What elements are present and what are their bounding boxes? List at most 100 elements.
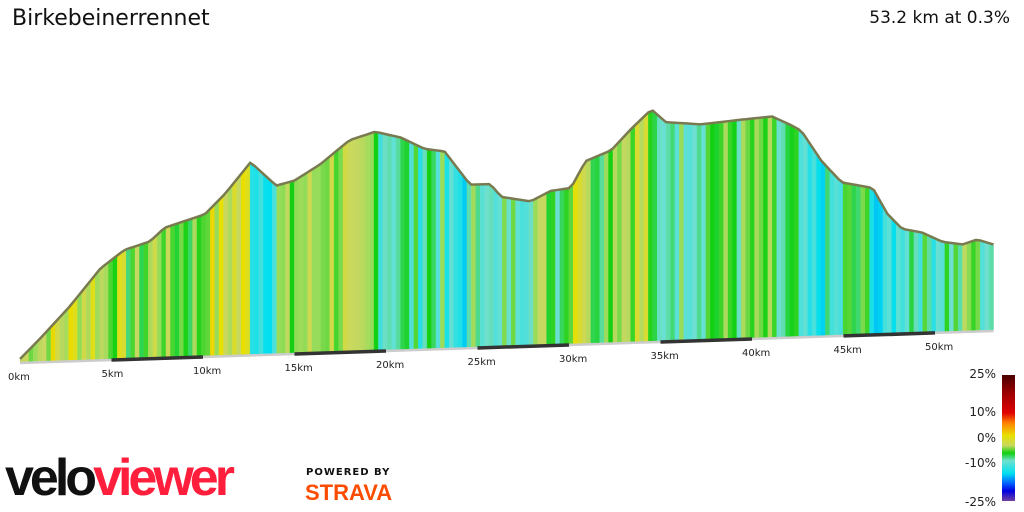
x-tick-label: 35km [651,351,679,362]
gradient-segment [776,119,782,338]
gradient-segment [692,124,698,341]
distance-axis-segment [294,349,387,356]
gradient-segment [581,161,587,344]
legend-label: 10% [969,405,996,419]
gradient-segment [555,190,561,345]
gradient-segment [497,193,503,347]
gradient-segment [688,124,693,341]
gradient-segment [502,197,507,347]
gradient-segment [763,117,769,338]
distance-axis-segment [660,337,753,344]
gradient-segment [453,163,459,348]
gradient-segment [112,255,118,360]
gradient-segment [789,125,795,337]
gradient-segment [940,241,946,332]
gradient-segment [896,223,901,334]
gradient-segment [431,150,437,349]
gradient-segment [276,184,282,354]
gradient-segment [918,232,923,333]
gradient-segment [422,148,428,349]
gradient-segment [117,252,122,360]
gradient-segment [586,159,592,344]
powered-by-label: POWERED BY [306,467,391,478]
gradient-segment [378,133,384,351]
gradient-segment [524,201,530,346]
gradient-segment [537,195,543,346]
gradient-segment [484,184,490,347]
gradient-segment [634,121,640,342]
route-title: Birkebeinerrennet [12,6,210,31]
gradient-segment [851,184,857,335]
gradient-segment [749,119,755,339]
gradient-segment [103,262,109,360]
gradient-segment [820,160,826,336]
gradient-segment [617,139,623,343]
gradient-segment [550,190,556,345]
gradient-segment [294,178,299,354]
gradient-segment [727,121,733,339]
gradient-segment [298,175,304,354]
gradient-segment [511,199,516,347]
gradient-segment [710,123,715,340]
gradient-segment [258,170,264,355]
gradient-segment [356,137,361,352]
gradient-segment [891,218,897,334]
gradient-segment [400,138,406,350]
gradient-segment [612,144,618,343]
gradient-segment [46,327,52,362]
elevation-profile-chart: 0km 5km 10km 15km 20km 25km 30km 35km 40km 45km 50… [8,109,994,383]
gradient-segment [559,189,565,345]
gradient-segment [882,206,888,334]
gradient-segment [794,127,800,337]
gradient-segment [670,123,676,341]
gradient-segment [395,137,401,350]
gradient-segment [736,120,742,339]
gradient-segment [435,151,441,349]
gradient-segment [904,230,910,334]
gradient-segment [723,121,729,340]
distance-axis-segment [111,355,204,362]
distance-axis-segment [843,331,936,338]
gradient-segment [152,235,158,358]
legend-label: -10% [964,456,996,470]
gradient-segment [980,241,985,331]
gradient-segment [218,195,224,356]
gradient-segment [971,240,977,331]
gradient-segment [77,291,83,361]
gradient-segment [325,156,330,353]
gradient-segment [754,118,760,339]
gradient-segment [887,214,892,334]
strava-logo[interactable]: STRAVA [305,480,393,505]
gradient-segment [409,142,415,350]
x-tick-label: 15km [285,363,313,374]
gradient-segment [64,308,69,361]
gradient-segment [90,275,96,360]
x-tick-label: 45km [834,345,862,356]
x-tick-label: 10km [193,366,221,377]
gradient-segment [214,200,220,356]
x-tick-label: 40km [742,348,770,359]
gradient-segment [196,216,202,357]
gradient-segment [780,121,786,338]
x-tick-label: 25km [468,357,496,368]
gradient-segment [148,239,153,358]
gradient-segment [227,185,233,356]
gradient-segment [541,193,547,346]
gradient-segment [391,136,397,350]
gradient-segment [272,182,277,354]
gradient-segment [59,312,65,361]
gradient-segment [608,148,614,343]
gradient-segment [838,179,844,336]
gradient-segment [280,183,286,354]
gradient-segment [825,165,831,336]
gradient-segment [95,269,100,360]
gradient-segment [161,227,167,358]
gradient-segment [922,233,928,333]
veloviewer-logo[interactable]: veloviewer [5,449,235,507]
gradient-segment [303,172,308,353]
gradient-segment [909,230,915,333]
gradient-segment [506,198,512,347]
gradient-segment [630,125,636,343]
gradient-segment [975,240,981,331]
x-tick-label: 5km [102,369,124,380]
